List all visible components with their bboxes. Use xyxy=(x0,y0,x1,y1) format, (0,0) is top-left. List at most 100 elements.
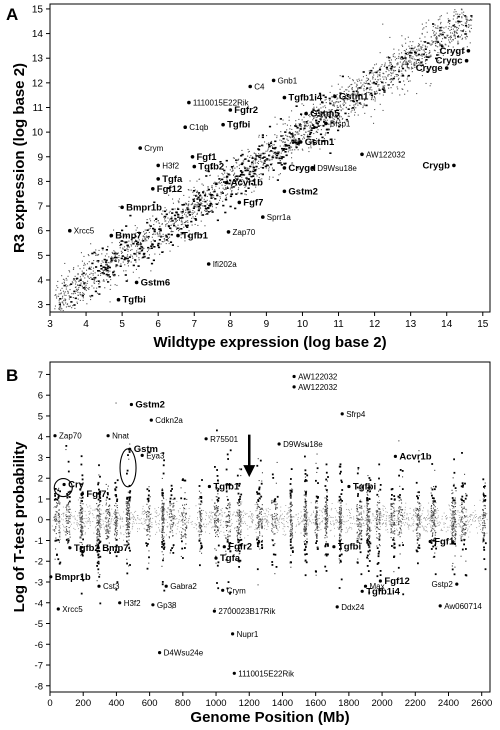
scatter-point xyxy=(105,530,107,532)
scatter-point xyxy=(127,518,129,520)
scatter-point xyxy=(447,34,449,36)
scatter-point xyxy=(115,514,117,516)
scatter-point xyxy=(325,98,327,100)
scatter-point xyxy=(56,553,58,556)
scatter-point xyxy=(72,268,74,270)
scatter-point xyxy=(350,96,352,98)
scatter-point xyxy=(90,266,92,268)
scatter-point xyxy=(125,503,127,505)
scatter-point xyxy=(358,536,360,538)
scatter-point xyxy=(316,537,318,539)
scatter-point xyxy=(265,150,267,152)
scatter-point xyxy=(428,53,430,55)
scatter-point xyxy=(360,535,362,537)
point-label: Fgf7 xyxy=(243,197,263,208)
scatter-point xyxy=(345,102,347,104)
scatter-point xyxy=(239,547,241,549)
scatter-point xyxy=(245,185,247,187)
scatter-point xyxy=(81,543,83,545)
scatter-point xyxy=(200,534,202,536)
scatter-point xyxy=(113,273,116,276)
scatter-point xyxy=(329,138,332,141)
scatter-point xyxy=(305,131,307,133)
scatter-point xyxy=(152,233,154,235)
scatter-point xyxy=(239,173,243,176)
scatter-point xyxy=(304,479,307,481)
scatter-point xyxy=(147,534,149,536)
scatter-point xyxy=(165,220,167,222)
scatter-point xyxy=(290,149,292,151)
scatter-point xyxy=(114,521,116,523)
scatter-point xyxy=(87,254,89,256)
scatter-point xyxy=(247,160,250,162)
scatter-point xyxy=(74,275,76,277)
scatter-point xyxy=(165,213,168,216)
y-tick-label: 11 xyxy=(33,103,44,114)
scatter-point xyxy=(466,35,468,37)
scatter-point xyxy=(197,205,200,208)
scatter-point xyxy=(427,56,430,59)
scatter-point xyxy=(408,68,410,70)
scatter-point xyxy=(445,26,447,28)
scatter-point xyxy=(206,210,208,212)
scatter-point xyxy=(325,102,327,104)
scatter-point xyxy=(200,202,202,204)
scatter-point xyxy=(235,159,237,161)
scatter-point xyxy=(339,554,342,557)
scatter-point xyxy=(129,564,131,566)
scatter-point xyxy=(392,66,394,68)
scatter-point xyxy=(285,134,287,136)
scatter-point xyxy=(359,532,361,534)
scatter-point xyxy=(354,104,356,106)
scatter-point xyxy=(142,248,144,250)
scatter-point xyxy=(85,282,87,284)
scatter-point xyxy=(379,488,382,491)
scatter-point xyxy=(151,243,154,246)
scatter-point xyxy=(172,552,175,554)
scatter-point xyxy=(315,519,317,521)
scatter-point xyxy=(215,512,217,514)
scatter-point xyxy=(433,41,435,43)
scatter-point xyxy=(201,502,203,504)
scatter-point xyxy=(217,501,219,503)
scatter-point xyxy=(79,488,82,491)
scatter-point xyxy=(204,225,206,227)
scatter-point xyxy=(239,532,241,534)
scatter-point xyxy=(456,32,458,34)
scatter-point xyxy=(457,16,459,18)
scatter-point xyxy=(216,496,218,498)
scatter-point xyxy=(366,505,368,507)
scatter-point xyxy=(450,36,452,38)
scatter-point xyxy=(252,180,255,182)
scatter-point xyxy=(156,233,158,235)
scatter-point xyxy=(112,271,115,274)
scatter-point xyxy=(466,26,468,28)
scatter-point xyxy=(398,81,401,83)
scatter-point xyxy=(420,54,422,56)
scatter-point xyxy=(74,307,76,309)
scatter-point xyxy=(406,65,408,67)
scatter-point xyxy=(111,261,113,263)
scatter-point xyxy=(304,514,306,516)
scatter-point xyxy=(340,479,343,482)
scatter-point xyxy=(453,11,455,13)
scatter-point xyxy=(233,186,235,188)
scatter-point xyxy=(146,229,149,231)
scatter-point xyxy=(226,172,228,174)
scatter-point xyxy=(192,202,194,204)
scatter-point xyxy=(325,518,327,520)
scatter-point xyxy=(371,89,373,91)
scatter-point xyxy=(338,527,340,529)
scatter-point xyxy=(237,538,239,541)
scatter-point xyxy=(426,46,428,48)
scatter-point xyxy=(148,231,150,233)
scatter-point xyxy=(68,506,70,508)
scatter-point xyxy=(62,297,64,299)
scatter-point xyxy=(425,46,427,48)
scatter-point xyxy=(390,516,392,518)
scatter-point xyxy=(368,535,370,537)
scatter-point xyxy=(379,72,381,74)
scatter-point xyxy=(359,500,362,503)
scatter-point xyxy=(325,528,327,530)
scatter-point xyxy=(172,231,174,233)
